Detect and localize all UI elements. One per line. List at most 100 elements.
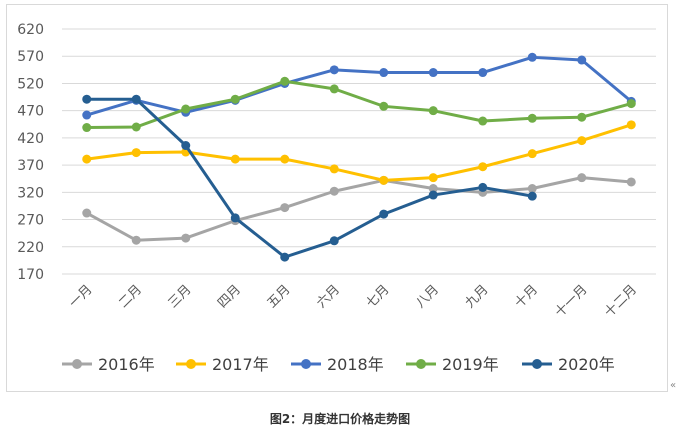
data-point (527, 149, 537, 159)
data-point (527, 191, 537, 201)
legend-label: 2017年 (212, 355, 269, 374)
legend-item: 2019年 (406, 355, 499, 374)
data-point (82, 123, 92, 133)
legend-swatch-marker (532, 359, 542, 369)
data-point (626, 99, 636, 109)
data-point (577, 136, 587, 146)
data-point (131, 94, 141, 104)
data-point (280, 154, 290, 164)
y-tick-label: 420 (17, 131, 44, 147)
legend-swatch-marker (416, 359, 426, 369)
x-tick-label: 五月 (265, 282, 294, 311)
y-tick-label: 170 (17, 267, 44, 283)
data-point (329, 65, 339, 75)
side-mark: « (670, 380, 677, 391)
data-point (626, 120, 636, 130)
data-point (478, 116, 488, 126)
data-point (577, 112, 587, 122)
data-point (280, 203, 290, 213)
series-line (85, 79, 633, 130)
y-tick-label: 270 (17, 213, 44, 229)
data-point (181, 233, 191, 243)
data-point (280, 76, 290, 86)
legend-item: 2016年 (62, 355, 155, 374)
data-point (329, 164, 339, 174)
y-tick-label: 520 (17, 76, 44, 92)
x-tick-label: 十二月 (602, 282, 640, 320)
series-line (85, 97, 534, 259)
x-tick-label: 九月 (463, 282, 492, 311)
data-point (230, 154, 240, 164)
data-point (181, 141, 191, 151)
legend-item: 2018年 (291, 355, 384, 374)
x-tick-label: 十月 (512, 282, 541, 311)
data-point (280, 252, 290, 262)
data-point (626, 177, 636, 187)
y-tick-label: 370 (17, 158, 44, 174)
x-tick-label: 六月 (314, 282, 343, 311)
series-line (85, 176, 633, 242)
x-tick-label: 二月 (116, 282, 145, 311)
data-point (329, 186, 339, 196)
data-point (428, 106, 438, 116)
data-point (527, 52, 537, 62)
series-2017年 (82, 120, 636, 185)
legend-label: 2018年 (327, 355, 384, 374)
gridlines (62, 28, 656, 275)
x-tick-label: 八月 (413, 282, 442, 311)
data-point (478, 182, 488, 192)
series-2019年 (82, 76, 636, 133)
y-axis-ticks: 170 220 270 320 370 420 470 520 570 620 (17, 22, 44, 283)
data-point (329, 236, 339, 246)
series-line (85, 123, 633, 182)
data-point (131, 235, 141, 245)
chart-caption: 图2：月度进口价格走势图 (269, 412, 411, 426)
data-point (577, 173, 587, 183)
data-point (527, 184, 537, 194)
y-tick-label: 320 (17, 185, 44, 201)
y-tick-label: 570 (17, 49, 44, 65)
y-tick-label: 220 (17, 240, 44, 256)
legend-swatch-marker (72, 359, 82, 369)
legend-label: 2019年 (442, 355, 499, 374)
data-point (379, 209, 389, 219)
x-tick-label: 三月 (166, 282, 195, 311)
legend: 2016年 2017年 2018年 2019年 2020年 (62, 355, 615, 374)
data-point (230, 94, 240, 104)
series-2016年 (82, 173, 636, 245)
data-point (478, 68, 488, 78)
legend-item: 2017年 (176, 355, 269, 374)
x-tick-label: 七月 (364, 282, 393, 311)
legend-label: 2016年 (98, 355, 155, 374)
series-lines (82, 52, 636, 262)
y-tick-label: 470 (17, 104, 44, 120)
data-point (428, 173, 438, 183)
legend-swatch-marker (186, 359, 196, 369)
data-point (82, 154, 92, 164)
data-point (131, 122, 141, 132)
series-2018年 (82, 52, 636, 120)
legend-swatch-marker (301, 359, 311, 369)
data-point (527, 113, 537, 123)
data-point (181, 104, 191, 114)
x-tick-label: 一月 (67, 282, 96, 311)
data-point (428, 68, 438, 78)
data-point (82, 94, 92, 104)
data-point (478, 162, 488, 172)
data-point (82, 110, 92, 120)
data-point (379, 101, 389, 111)
series-line (85, 55, 633, 117)
data-point (379, 175, 389, 185)
data-point (230, 213, 240, 223)
x-tick-label: 四月 (215, 282, 244, 311)
data-point (428, 184, 438, 194)
data-point (82, 208, 92, 218)
data-point (379, 68, 389, 78)
y-tick-label: 620 (17, 22, 44, 38)
data-point (577, 55, 587, 65)
legend-label: 2020年 (558, 355, 615, 374)
x-tick-label: 十一月 (552, 282, 590, 320)
legend-item: 2020年 (522, 355, 615, 374)
x-axis-ticks: 一月 二月 三月 四月 五月 六月 七月 八月 九月 十月 十一月 十二月 (67, 282, 641, 320)
